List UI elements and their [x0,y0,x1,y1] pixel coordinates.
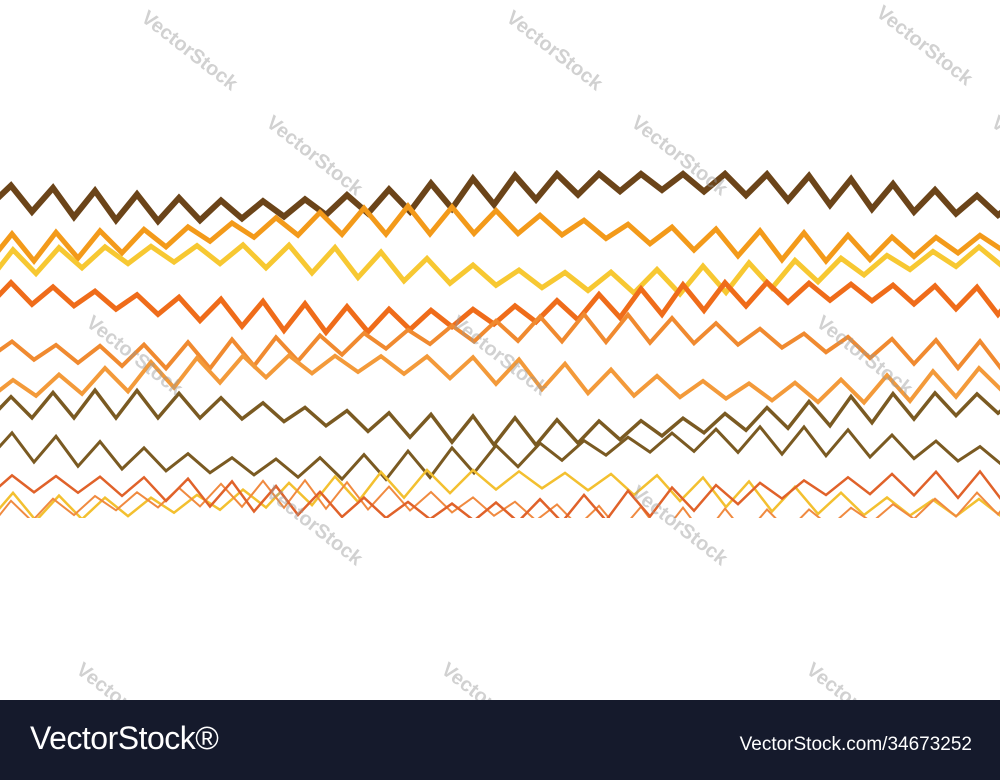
zigzag-line [0,469,1000,518]
zigzag-line [0,352,1000,406]
watermark: VectorStock [437,659,542,700]
watermark: VectorStock [137,7,242,96]
image-link: VectorStock.com/34673252 [739,734,972,755]
zigzag-pattern [0,170,1000,518]
logo: VectorStock® [30,720,219,756]
watermark: VectorStock [812,312,917,401]
watermarks: VectorStock VectorStock VectorStockVectorS… [72,2,1000,700]
watermark: VectorStock [872,2,977,91]
watermark: VectorStock [802,659,907,700]
watermark: VectorStock [987,112,1000,201]
zigzag-line [0,468,1000,518]
illustration: VectorStock VectorStock VectorStockVectorS… [0,2,1000,700]
watermark: VectorStock [262,112,367,201]
watermark: VectorStock [627,112,732,201]
watermark: VectorStock [502,7,607,96]
zigzag-line [0,387,1000,448]
zigzag-line [0,202,1000,266]
zigzag-line [0,170,1000,226]
watermark: VectorStock [82,312,187,401]
zigzag-line [0,424,1000,482]
zigzag-line [0,278,1000,337]
footer-bar: VectorStock® VectorStock.com/34673252 [0,700,1000,780]
zigzag-line [0,241,1000,298]
watermark: VectorStock [72,659,177,700]
zigzag-line [0,310,1000,372]
zigzag-line [0,478,1000,518]
